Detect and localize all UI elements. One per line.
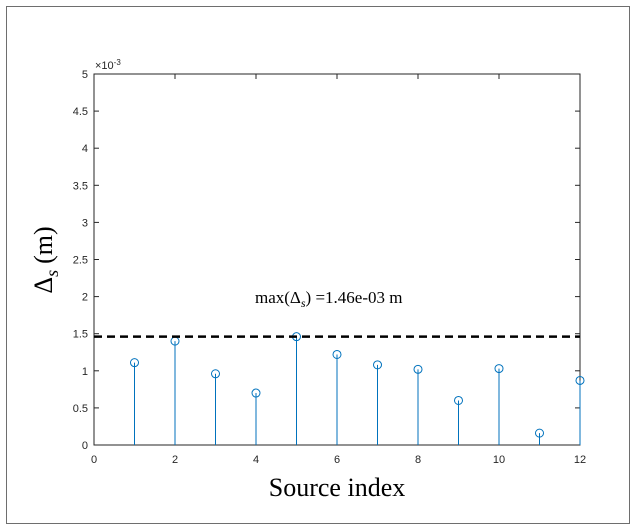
x-axis: 0 2 4 6 8 10 12 [91,74,586,466]
stem-chart: 0 2 4 6 8 10 12 0 0.5 1 1.5 2 2.5 3 3.5 4 4.5 5 ×10-3 ma… [29,58,586,502]
y-tick-label: 1 [82,366,88,378]
figure-frame: 0 2 4 6 8 10 12 0 0.5 1 1.5 2 2.5 3 3.5 4 4.5 5 ×10-3 ma… [6,6,630,524]
data-series [130,332,585,445]
stem-marker [575,375,585,385]
y-exponent-label: ×10-3 [95,58,121,72]
stem-marker [535,428,544,438]
y-tick-label: 4.5 [73,106,88,118]
stem-marker [251,388,261,398]
stem-marker [211,369,220,379]
x-tick-label: 12 [574,454,586,466]
y-tick-label: 2 [82,292,88,304]
y-axis: 0 0.5 1 1.5 2 2.5 3 3.5 4 4.5 5 [73,69,580,452]
max-annotation: max(Δs) =1.46e-03 m [255,288,402,310]
y-tick-label: 3 [82,217,88,229]
x-axis-title: Source index [269,473,405,502]
y-axis-title: Δs(m) [29,226,62,293]
x-tick-label: 4 [253,454,259,466]
x-tick-label: 2 [172,454,178,466]
y-tick-label: 2.5 [73,255,88,267]
y-tick-label: 1.5 [73,329,88,341]
stem-marker [454,395,463,405]
x-tick-label: 6 [334,454,340,466]
x-tick-label: 8 [415,454,421,466]
x-tick-label: 10 [493,454,505,466]
stem-marker [373,360,382,370]
y-tick-label: 0.5 [73,403,88,415]
stem-marker [494,364,504,374]
y-tick-label: 0 [82,440,88,452]
stem-marker [413,364,423,374]
y-tick-label: 5 [82,69,88,81]
stem-marker [332,349,342,359]
x-tick-label: 0 [91,454,97,466]
stem-marker [130,358,139,368]
y-tick-label: 3.5 [73,180,88,192]
y-tick-label: 4 [82,143,88,155]
